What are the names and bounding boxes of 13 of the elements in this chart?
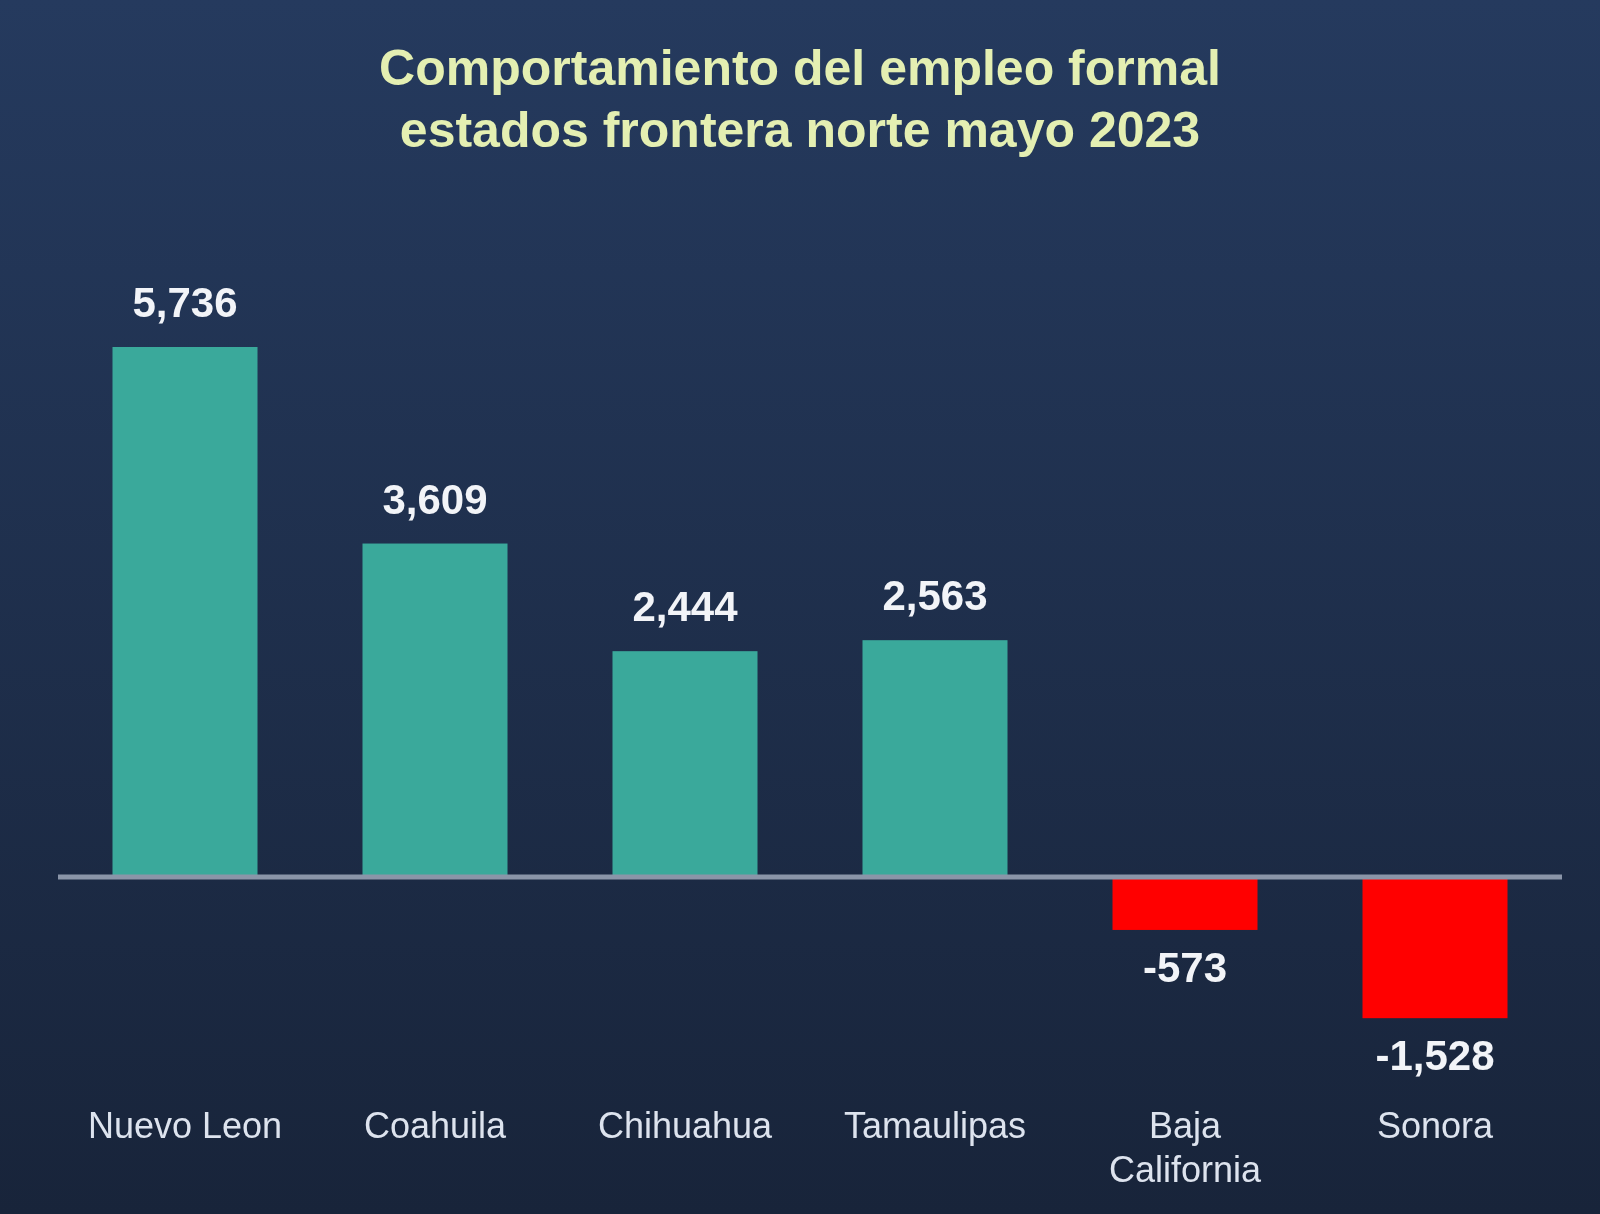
data-label: 3,609: [382, 475, 488, 523]
x-tick-label: Nuevo Leon: [87, 1105, 283, 1146]
data-label: 5,736: [132, 279, 238, 326]
x-tick-label: Baja California: [1108, 1105, 1263, 1190]
x-tick-label: Tamaulipas: [843, 1105, 1027, 1146]
data-label: -573: [1142, 943, 1228, 991]
data-label: 2,444: [632, 583, 739, 631]
x-tick-label: Chihuahua: [597, 1105, 774, 1146]
x-tick-label: Coahuila: [363, 1105, 508, 1146]
chart-title: Comportamiento del empleo formal estados frontera norte mayo 2023: [379, 40, 1221, 158]
data-label: 2,563: [882, 572, 988, 620]
data-label: -1,528: [1375, 1032, 1495, 1080]
x-tick-label: Sonora: [1376, 1105, 1495, 1146]
